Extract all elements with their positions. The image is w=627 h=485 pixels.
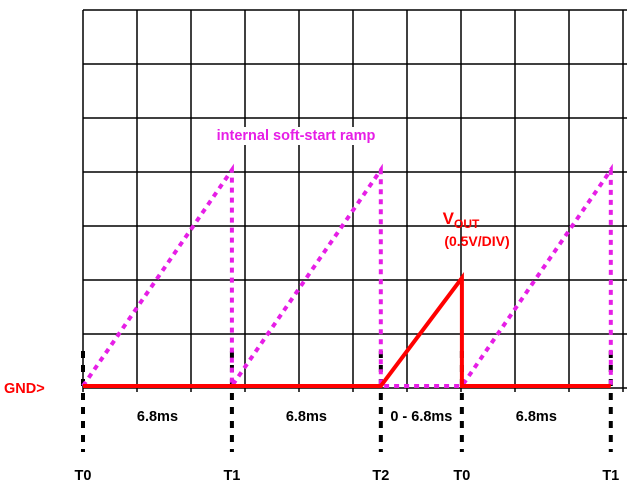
time-tick-labels: T0 T1 T2 T0 T1 (75, 468, 620, 484)
interval-label-3: 6.8ms (516, 409, 557, 425)
interval-band (79, 392, 627, 440)
ramp-label-background (213, 127, 379, 145)
vout-base: V (443, 209, 455, 228)
oscilloscope-grid (82, 9, 627, 440)
vout-series-label: VOUT (443, 209, 480, 231)
tick-label-1: T1 (223, 468, 240, 484)
tick-label-2: T2 (372, 468, 389, 484)
tick-label-4: T1 (602, 468, 619, 484)
interval-labels: 6.8ms 6.8ms 0 - 6.8ms 6.8ms (137, 409, 557, 425)
gnd-label: GND> (4, 381, 45, 397)
vout-trace (83, 272, 611, 388)
interval-label-1: 6.8ms (286, 409, 327, 425)
traces (81, 163, 613, 393)
ramp-series-label: internal soft-start ramp (217, 128, 376, 144)
tick-label-3: T0 (453, 468, 470, 484)
ramp-trace (81, 163, 613, 393)
tick-label-0: T0 (75, 468, 92, 484)
vout-subscript: OUT (454, 217, 480, 231)
interval-label-0: 6.8ms (137, 409, 178, 425)
interval-label-2: 0 - 6.8ms (390, 409, 452, 425)
vout-scale-label: (0.5V/DIV) (444, 233, 509, 249)
